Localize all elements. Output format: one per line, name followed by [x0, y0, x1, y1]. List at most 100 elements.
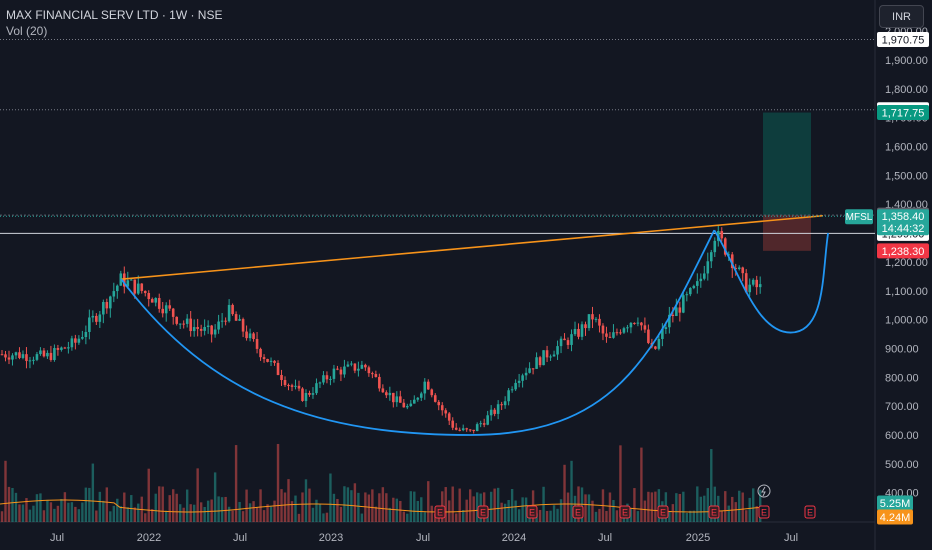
candle-body	[671, 314, 675, 317]
currency-button[interactable]: INR	[879, 5, 924, 28]
earnings-marker-label: E	[711, 508, 717, 518]
candle-body	[475, 424, 479, 432]
earnings-marker-box	[708, 505, 720, 519]
volume-bar	[633, 488, 636, 522]
volume-bar	[32, 505, 35, 522]
last-price-box	[877, 209, 929, 236]
candle-body	[227, 304, 231, 322]
volume-bar	[409, 491, 412, 522]
candle-body	[98, 314, 102, 322]
candle-body	[577, 328, 580, 337]
candle-body	[364, 364, 367, 368]
candle-body	[210, 325, 213, 335]
volume-bar	[566, 492, 570, 522]
candle-body	[702, 273, 706, 279]
candle-body	[451, 420, 455, 428]
candle-body	[112, 291, 116, 297]
volume-bar	[692, 510, 696, 522]
candle-body	[11, 355, 14, 360]
volume-bar	[262, 510, 266, 522]
earnings-marker: E	[526, 505, 538, 519]
volume-bar	[231, 510, 234, 522]
price-label-box	[877, 32, 929, 48]
candle-body	[437, 401, 441, 406]
volume-bar	[629, 508, 633, 522]
symbol-title: MAX FINANCIAL SERV LTD · 1W · NSE	[6, 8, 223, 22]
volume-bar	[252, 501, 255, 522]
volume-bar	[724, 491, 727, 522]
volume-bar	[255, 507, 259, 522]
candle-body	[28, 360, 32, 362]
x-tick-label: Jul	[416, 532, 430, 544]
volume-bar	[185, 489, 189, 522]
candle-body	[580, 324, 584, 337]
candle-body	[493, 409, 496, 414]
candle-body	[409, 403, 413, 407]
volume-bar	[399, 500, 402, 522]
y-tick-label: 800.00	[885, 372, 919, 384]
candle-body	[95, 315, 98, 322]
volume-bar	[161, 486, 164, 522]
candle-body	[266, 358, 269, 362]
volume-bar	[423, 512, 426, 522]
candle-body	[60, 347, 63, 350]
candle-body	[528, 368, 531, 373]
y-tick-label: 1,600.00	[885, 142, 928, 154]
earnings-marker: E	[657, 505, 669, 519]
candle-body	[357, 368, 360, 371]
candle-body	[42, 350, 46, 357]
volume-ma-line	[0, 499, 763, 513]
volume-bar	[332, 493, 336, 522]
volume-bar	[374, 506, 378, 522]
candle-body	[231, 304, 234, 315]
volume-bar	[741, 492, 744, 522]
candle-body	[542, 350, 545, 366]
candle-body	[392, 392, 395, 403]
volume-bar	[46, 499, 49, 522]
volume-bar	[147, 468, 150, 522]
y-tick-label: 700.00	[885, 401, 919, 413]
volume-bar	[126, 507, 129, 522]
candle-body	[440, 405, 444, 411]
candle-body	[633, 322, 636, 324]
candle-body	[7, 357, 11, 360]
volume-bar	[290, 501, 294, 522]
volume-bar	[584, 494, 587, 522]
candle-body	[734, 268, 738, 270]
candle-body	[294, 385, 297, 387]
candle-body	[325, 375, 329, 380]
volume-bar	[675, 493, 678, 522]
volume-bar	[353, 483, 357, 522]
volume-bar	[238, 501, 241, 522]
volume-bar	[210, 499, 213, 522]
volume-bar	[713, 486, 716, 522]
candle-body	[388, 392, 392, 396]
volume-bar	[294, 495, 297, 522]
volume-bar	[448, 500, 451, 522]
volume-bar	[91, 463, 95, 522]
candle-body	[636, 322, 640, 324]
volume-bar	[339, 506, 343, 522]
volume-bar	[552, 505, 556, 522]
candle-body	[535, 357, 538, 369]
volume-bar	[650, 492, 654, 522]
volume-bar	[259, 489, 262, 522]
candle-body	[374, 374, 378, 377]
candle-body	[706, 261, 710, 274]
candle-body	[713, 240, 717, 253]
candle-body	[563, 338, 566, 341]
volume-bar	[165, 510, 168, 522]
volume-bar	[116, 498, 119, 522]
volume-bar	[385, 493, 388, 522]
y-tick-label: 1,500.00	[885, 170, 928, 182]
volume-bar	[402, 511, 406, 522]
candle-body	[461, 428, 465, 431]
volume-bar	[81, 502, 84, 522]
volume-bar	[496, 487, 500, 522]
volume-bar	[53, 508, 56, 522]
candle-body	[241, 319, 245, 332]
candle-body	[657, 338, 661, 349]
candle-body	[136, 283, 140, 294]
earnings-marker-box	[572, 505, 584, 519]
